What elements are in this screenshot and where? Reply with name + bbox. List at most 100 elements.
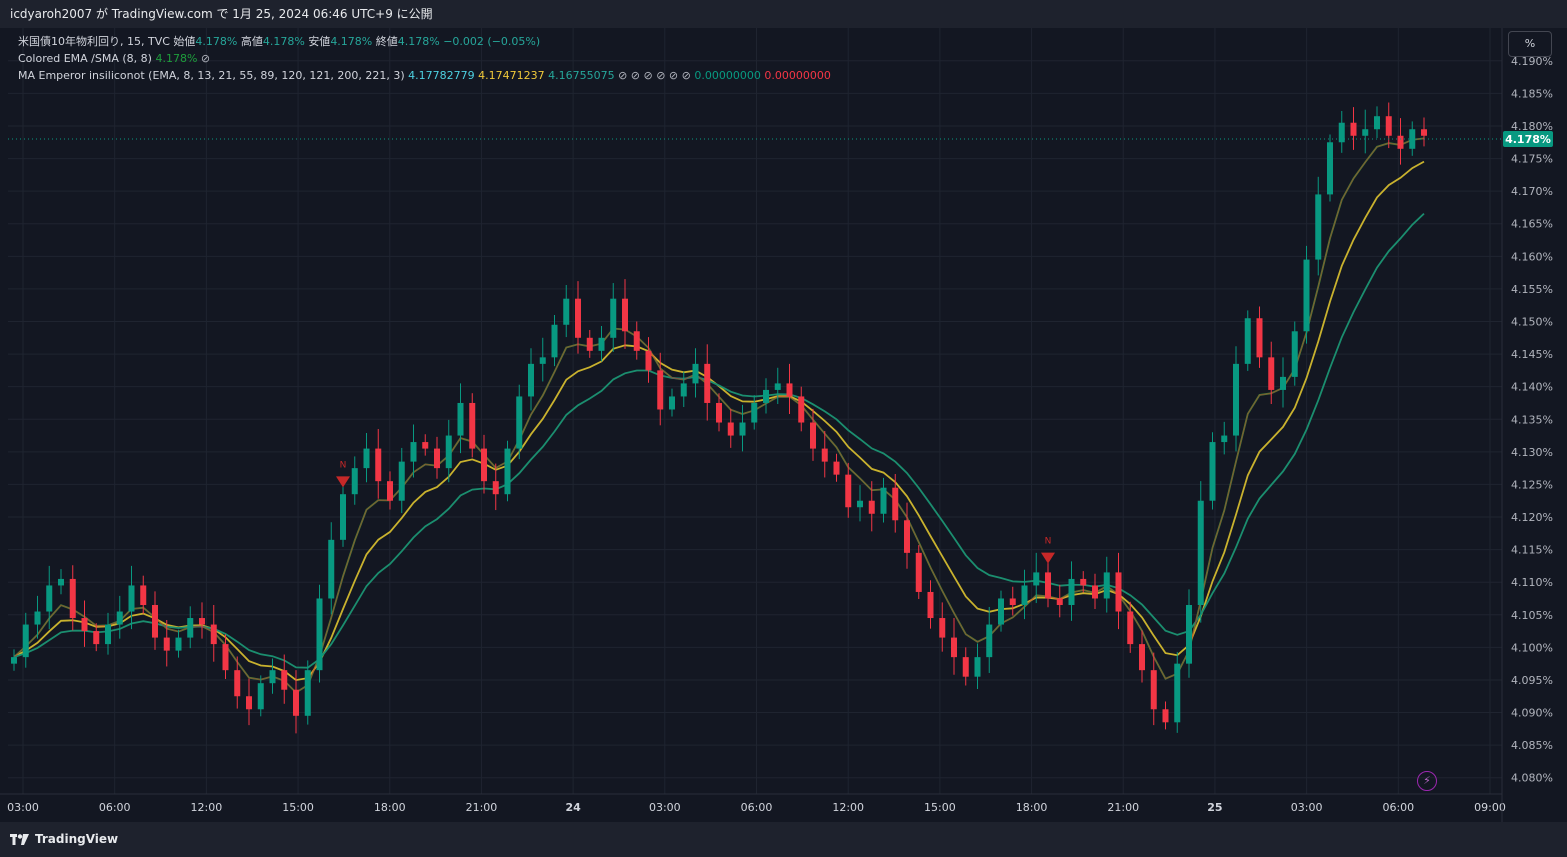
candle-body (469, 403, 475, 449)
candle-body (587, 338, 593, 351)
candle-body (1186, 605, 1192, 664)
y-tick-label: 4.130% (1511, 446, 1553, 459)
y-tick-label: 4.085% (1511, 739, 1553, 752)
candle-body (939, 618, 945, 638)
candle-body (1057, 598, 1063, 605)
candle-body (246, 696, 252, 709)
legend-ma-value-1: 4.17782779 (408, 69, 474, 82)
candle-body (23, 625, 29, 658)
candle-body (234, 670, 240, 696)
legend-open-label: 始値 (173, 35, 195, 48)
candle-body (1386, 116, 1392, 136)
candle-body (422, 442, 428, 449)
candle-body (928, 592, 934, 618)
candle-body (117, 612, 123, 625)
candle-body (199, 618, 205, 625)
price-chart[interactable]: 4.080% 4.085% 4.090% 4.095% 4.100% 4.105% 4.11… (0, 28, 1567, 822)
candle-body (399, 462, 405, 501)
legend-high: 4.178% (263, 35, 305, 48)
candle-body (869, 501, 875, 514)
y-tick-label: 4.140% (1511, 381, 1553, 394)
ema-visibility-icon[interactable]: ⊘ (201, 52, 210, 65)
y-tick-label: 4.145% (1511, 348, 1553, 361)
legend-symbol-row[interactable]: 米国債10年物利回り, 15, TVC 始値4.178% 高値4.178% 安値… (18, 33, 831, 50)
candle-body (458, 403, 464, 436)
candle-body (1233, 364, 1239, 436)
candle-body (904, 520, 910, 553)
x-tick-label: 25 (1207, 801, 1222, 814)
candle-body (1116, 572, 1122, 611)
candle-body (1374, 116, 1380, 129)
percent-scale-button[interactable]: % (1508, 31, 1552, 57)
candle-body (540, 357, 546, 364)
sell-signal-label: N (340, 460, 347, 470)
candle-body (1362, 129, 1368, 136)
legend-ma-label[interactable]: MA Emperor insiliconot (EMA, 8, 13, 21, … (18, 69, 405, 82)
candle-body (1421, 129, 1427, 136)
x-tick-label: 18:00 (1016, 801, 1048, 814)
candle-body (775, 383, 781, 390)
candle-body (164, 638, 170, 651)
candle-body (986, 625, 992, 658)
y-tick-label: 4.105% (1511, 609, 1553, 622)
candle-body (140, 585, 146, 605)
legend-high-label: 高値 (241, 35, 263, 48)
candle-body (1210, 442, 1216, 501)
y-tick-label: 4.120% (1511, 511, 1553, 524)
candle-body (364, 449, 370, 469)
candle-body (963, 657, 969, 677)
legend-ema-row[interactable]: Colored EMA /SMA (8, 8) 4.178% ⊘ (18, 50, 831, 67)
candle-body (575, 299, 581, 338)
candle-body (375, 449, 381, 482)
ma-hidden-icons: ⊘ ⊘ ⊘ ⊘ ⊘ ⊘ (618, 69, 691, 82)
y-tick-label: 4.110% (1511, 576, 1553, 589)
candle-body (751, 403, 757, 423)
candle-body (35, 612, 41, 625)
x-tick-label: 03:00 (649, 801, 681, 814)
candle-body (1327, 142, 1333, 194)
chart-legend: 米国債10年物利回り, 15, TVC 始値4.178% 高値4.178% 安値… (18, 33, 831, 84)
y-tick-label: 4.175% (1511, 153, 1553, 166)
legend-symbol[interactable]: 米国債10年物利回り, 15, TVC (18, 35, 170, 48)
candle-body (223, 644, 229, 670)
candle-body (528, 364, 534, 397)
y-tick-label: 4.170% (1511, 185, 1553, 198)
y-tick-label: 4.150% (1511, 316, 1553, 329)
legend-ma-value-3: 4.16755075 (548, 69, 614, 82)
candle-body (387, 481, 393, 501)
candle-body (1033, 572, 1039, 585)
candle-body (258, 683, 264, 709)
y-tick-label: 4.095% (1511, 674, 1553, 687)
flash-icon[interactable]: ⚡ (1417, 771, 1437, 791)
legend-open: 4.178% (195, 35, 237, 48)
x-tick-label: 21:00 (466, 801, 498, 814)
candle-body (1080, 579, 1086, 586)
y-tick-label: 4.080% (1511, 772, 1553, 785)
x-tick-label: 15:00 (282, 801, 314, 814)
candle-body (1268, 357, 1274, 390)
candle-body (328, 540, 334, 599)
legend-low-label: 安値 (308, 35, 330, 48)
candle-body (340, 494, 346, 540)
legend-ema-label[interactable]: Colored EMA /SMA (8, 8) (18, 52, 152, 65)
x-tick-label: 03:00 (7, 801, 39, 814)
candle-body (211, 625, 217, 645)
candle-body (176, 638, 182, 651)
x-tick-label: 18:00 (374, 801, 406, 814)
y-tick-label: 4.090% (1511, 707, 1553, 720)
candle-body (787, 383, 793, 396)
y-tick-label: 4.115% (1511, 544, 1553, 557)
candle-body (1221, 436, 1227, 443)
candle-body (11, 657, 17, 664)
candle-body (129, 585, 135, 611)
legend-ma-row[interactable]: MA Emperor insiliconot (EMA, 8, 13, 21, … (18, 67, 831, 84)
candle-body (622, 299, 628, 332)
candle-body (1315, 194, 1321, 259)
candle-body (516, 396, 522, 448)
tradingview-logo[interactable]: TradingView (10, 822, 118, 857)
candle-body (187, 618, 193, 638)
x-tick-label: 06:00 (1382, 801, 1414, 814)
x-tick-label: 12:00 (832, 801, 864, 814)
candle-body (728, 423, 734, 436)
candle-body (1351, 123, 1357, 136)
